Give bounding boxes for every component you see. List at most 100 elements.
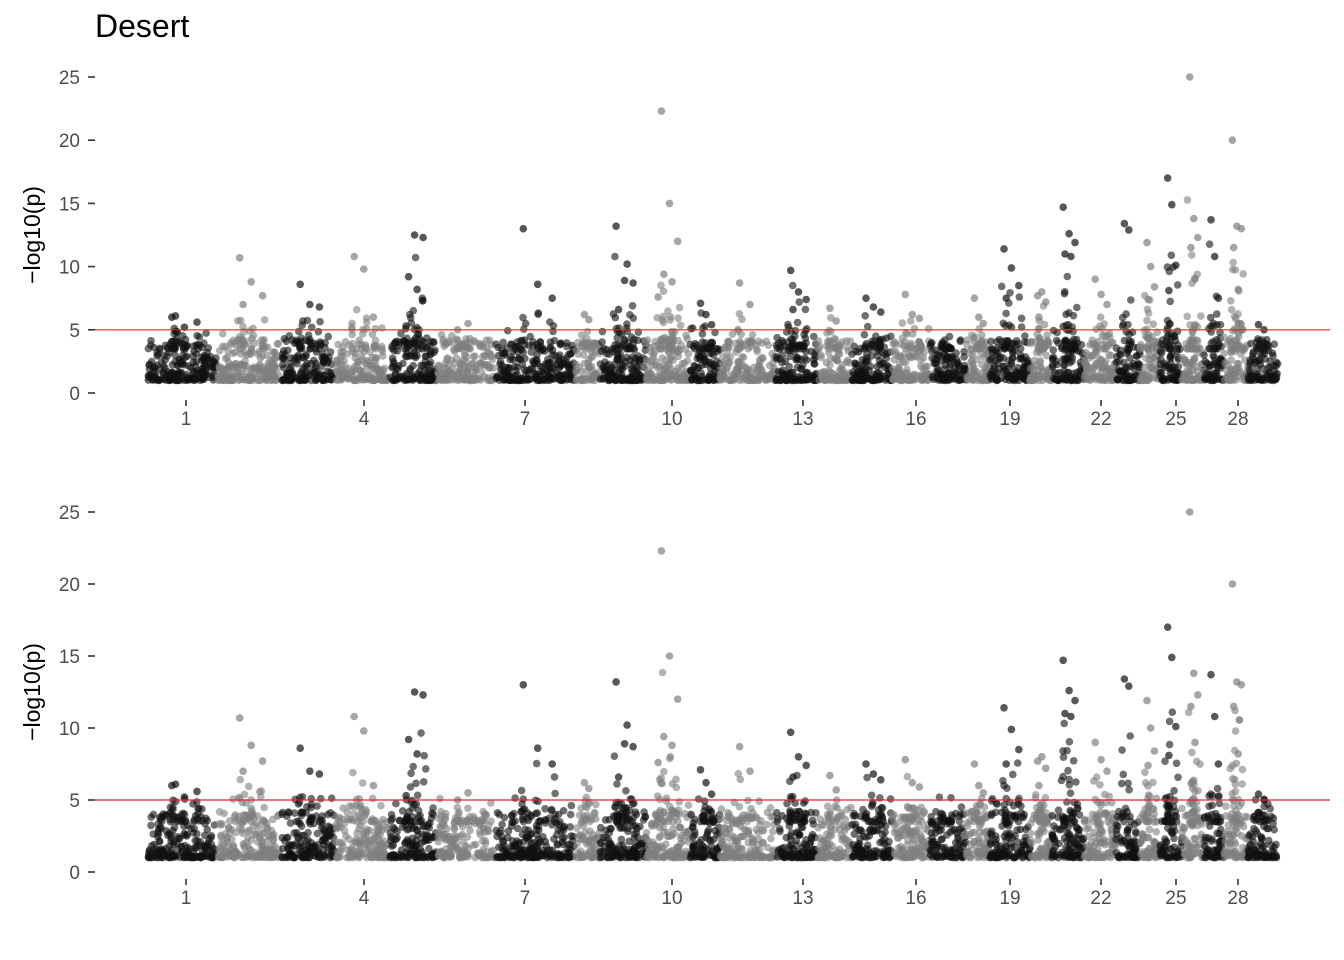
snp-point [1067, 373, 1076, 382]
snp-point [469, 352, 478, 361]
snp-point [1139, 373, 1147, 381]
snp-point [831, 354, 839, 362]
peak-point [360, 265, 368, 273]
snp-point [1063, 272, 1072, 281]
snp-point [355, 825, 363, 833]
snp-point [253, 350, 262, 358]
snp-point [144, 344, 153, 353]
snp-point [352, 835, 361, 843]
chromosome-1-points [144, 780, 219, 862]
snp-point [1122, 310, 1130, 318]
x-tick-label: 28 [1227, 888, 1248, 909]
snp-point [583, 374, 591, 382]
snp-point [1004, 371, 1012, 380]
snp-point [943, 375, 952, 384]
snp-point [260, 373, 269, 382]
peak-point [794, 288, 803, 296]
snp-point [344, 835, 353, 843]
peak-point [419, 691, 427, 699]
snp-point [721, 375, 730, 384]
chromosome-14-points [814, 304, 856, 385]
snp-point [616, 373, 624, 382]
snp-point [795, 298, 803, 306]
peak-point [235, 253, 244, 262]
snp-point [1190, 322, 1199, 330]
peak-point [247, 278, 255, 286]
snp-point [246, 852, 254, 861]
peak-point [826, 304, 834, 313]
snp-point [336, 848, 345, 856]
snp-point [429, 338, 438, 347]
snp-point [672, 373, 681, 382]
peak-point [1042, 298, 1050, 306]
snp-point [601, 358, 609, 366]
snp-point [167, 834, 176, 842]
snp-point [215, 362, 224, 371]
peak-point [235, 714, 244, 722]
snp-point [154, 825, 163, 833]
snp-point [299, 851, 307, 859]
peak-point [585, 315, 593, 324]
snp-point [423, 836, 431, 845]
snp-point [524, 375, 532, 383]
snp-point [562, 354, 571, 362]
chromosome-25-points [1156, 174, 1185, 385]
snp-point [269, 853, 278, 862]
snp-point [427, 376, 436, 385]
snp-point [259, 816, 267, 824]
snp-point [564, 360, 572, 369]
snp-point [831, 344, 839, 352]
snp-point [248, 810, 257, 818]
peak-point [1194, 233, 1202, 242]
snp-point [778, 351, 787, 359]
snp-point [582, 341, 590, 350]
peak-point [1144, 295, 1152, 304]
snp-point [1190, 354, 1198, 363]
snp-point [290, 354, 299, 363]
snp-point [1044, 337, 1052, 346]
peak-point [1067, 252, 1075, 261]
snp-point [350, 809, 358, 818]
snp-point [321, 353, 330, 362]
snp-point [411, 253, 420, 262]
snp-point [426, 819, 434, 827]
snp-point [1239, 270, 1247, 278]
y-tick-label: 25 [59, 68, 80, 89]
chromosome-5-points [386, 231, 440, 385]
snp-point [412, 800, 421, 808]
snp-point [1239, 345, 1248, 353]
snp-point [168, 361, 177, 369]
snp-point [1069, 311, 1078, 320]
snp-point [185, 375, 194, 383]
snp-point [585, 364, 594, 372]
snp-point [687, 325, 695, 333]
chromosome-23-points [1112, 219, 1144, 385]
snp-point [269, 815, 277, 824]
peak-point [315, 770, 324, 778]
snp-point [422, 352, 431, 360]
snp-point [278, 350, 287, 358]
chromosome-12-points [716, 279, 780, 385]
snp-point [264, 363, 272, 372]
snp-point [353, 361, 362, 370]
snp-point [307, 839, 316, 847]
snp-point [500, 367, 509, 376]
snp-point [337, 348, 345, 356]
snp-point [734, 344, 742, 353]
snp-point [843, 358, 851, 367]
snp-point [273, 340, 282, 349]
snp-point [789, 368, 797, 377]
peak-point [629, 279, 637, 287]
snp-point [203, 816, 212, 825]
snp-point [997, 282, 1006, 291]
snp-point [891, 340, 899, 348]
snp-point [147, 357, 156, 366]
peak-point [975, 313, 983, 322]
snp-point [616, 365, 624, 374]
snp-point [789, 335, 797, 344]
snp-point [200, 367, 209, 376]
snp-point [348, 339, 357, 348]
snp-point [464, 850, 472, 859]
snp-point [1052, 375, 1060, 384]
peak-point [1165, 286, 1173, 295]
